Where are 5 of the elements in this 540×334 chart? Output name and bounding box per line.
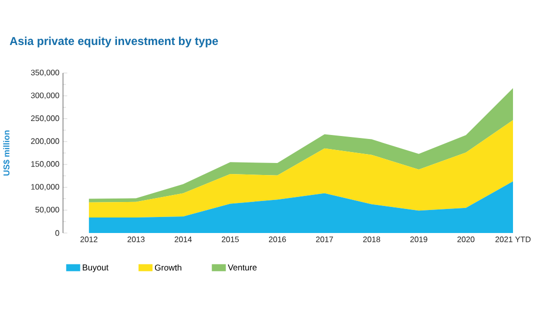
y-axis-title: US$ million: [3, 130, 10, 176]
legend-label: Buyout: [82, 264, 108, 272]
legend-label: Growth: [154, 264, 182, 271]
legend-label: Venture: [228, 264, 257, 270]
chart-title: Asia private equity investment by type: [10, 36, 218, 48]
